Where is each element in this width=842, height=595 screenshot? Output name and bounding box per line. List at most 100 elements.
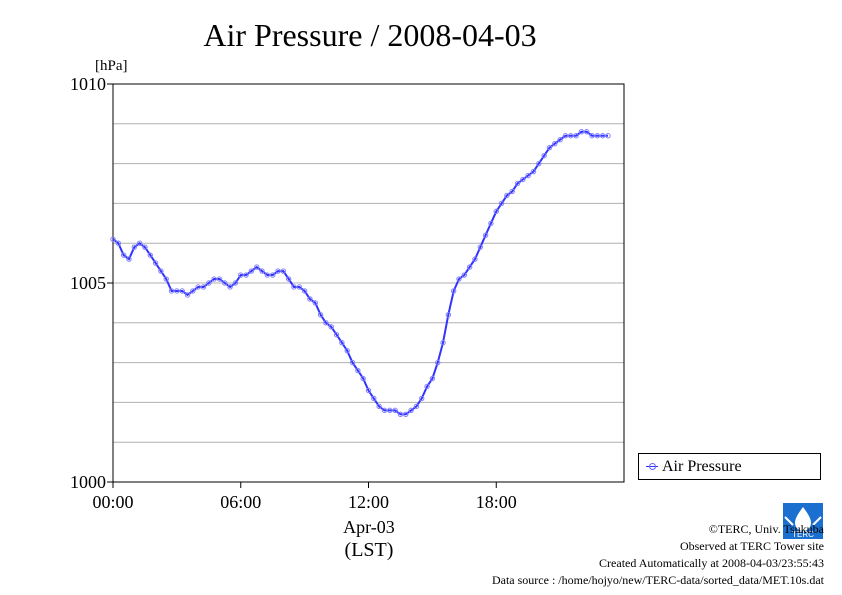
data-point (466, 264, 473, 270)
data-point (493, 208, 499, 215)
data-point (179, 288, 185, 294)
data-point (397, 411, 404, 418)
data-point (365, 387, 372, 394)
data-point (450, 288, 457, 294)
x-axis-timezone-label: (LST) (345, 539, 394, 561)
data-point (525, 172, 531, 179)
data-point (419, 395, 425, 402)
data-point (312, 300, 318, 306)
data-point (440, 340, 446, 346)
data-point (120, 252, 127, 258)
data-point (482, 232, 489, 238)
source-text: Data source : /home/hojyo/new/TERC-data/… (491, 573, 824, 587)
data-point (296, 284, 303, 290)
y-axis-label: [hPa] (95, 58, 128, 74)
data-point (243, 272, 249, 278)
data-point (514, 180, 521, 187)
data-point (216, 276, 223, 282)
data-point (339, 340, 345, 346)
data-point (408, 407, 414, 414)
data-point (562, 133, 569, 139)
data-point (461, 272, 468, 278)
data-point (445, 312, 452, 318)
data-point (168, 288, 175, 294)
data-point (184, 292, 191, 298)
data-point (376, 403, 382, 410)
data-point (280, 268, 287, 274)
data-point (536, 160, 542, 167)
x-tick-label: 12:00 (348, 492, 389, 512)
created-text: Created Automatically at 2008-04-03/23:5… (599, 556, 824, 570)
data-point (126, 256, 132, 262)
data-point (259, 268, 265, 274)
x-axis-date-label: Apr-03 (343, 517, 395, 537)
data-point (163, 276, 169, 282)
data-point (317, 312, 324, 318)
data-point (131, 244, 137, 250)
data-point (158, 268, 164, 274)
data-point (142, 244, 148, 250)
data-point (248, 268, 255, 274)
data-point (222, 280, 228, 286)
data-point (520, 176, 526, 183)
series-line (112, 130, 608, 416)
terc-logo-icon: TERC (783, 503, 823, 539)
data-point (360, 375, 366, 382)
x-tick-label: 06:00 (220, 492, 261, 512)
data-point (477, 244, 483, 250)
logo-text: TERC (792, 530, 814, 539)
data-point (498, 200, 505, 207)
data-point (600, 133, 606, 139)
series-air-pressure (110, 129, 611, 418)
data-point (174, 288, 180, 294)
data-point (413, 403, 420, 410)
data-point (333, 332, 340, 338)
data-point (152, 260, 159, 266)
data-point (573, 133, 579, 139)
data-point (584, 129, 590, 135)
data-point (355, 367, 361, 374)
data-point (589, 133, 595, 139)
legend-entry-air-pressure: Air Pressure (662, 457, 742, 475)
data-point (371, 395, 377, 402)
chart-title: Air Pressure / 2008-04-03 (203, 17, 536, 53)
data-point (206, 280, 212, 286)
data-point (568, 133, 574, 139)
data-point (349, 359, 356, 366)
data-point (110, 236, 116, 242)
legend-swatch-icon (646, 463, 658, 470)
x-tick-label: 18:00 (476, 492, 517, 512)
data-point (387, 407, 393, 414)
data-point (504, 192, 510, 199)
data-point (232, 280, 239, 286)
data-point (456, 276, 462, 282)
data-point (344, 347, 350, 354)
data-point (307, 296, 313, 302)
data-point (275, 268, 281, 274)
data-point (541, 152, 547, 159)
data-point (285, 276, 292, 282)
data-point (136, 240, 143, 246)
data-point (190, 288, 196, 294)
y-tick-label: 1010 (70, 74, 106, 94)
data-point (254, 264, 260, 270)
data-point (200, 284, 207, 290)
data-point (472, 256, 478, 262)
data-point (264, 272, 271, 278)
data-point (238, 272, 244, 278)
data-point (578, 129, 585, 135)
data-point (269, 272, 276, 278)
data-point (434, 359, 441, 366)
data-point (594, 133, 601, 139)
data-point (328, 324, 334, 330)
data-point (291, 284, 297, 290)
data-point (115, 240, 122, 246)
data-point (488, 220, 494, 227)
data-point (381, 407, 388, 414)
data-point (195, 284, 201, 290)
data-point (605, 133, 611, 139)
data-point (323, 320, 329, 326)
data-point (227, 284, 233, 290)
y-tick-label: 1005 (70, 273, 106, 293)
